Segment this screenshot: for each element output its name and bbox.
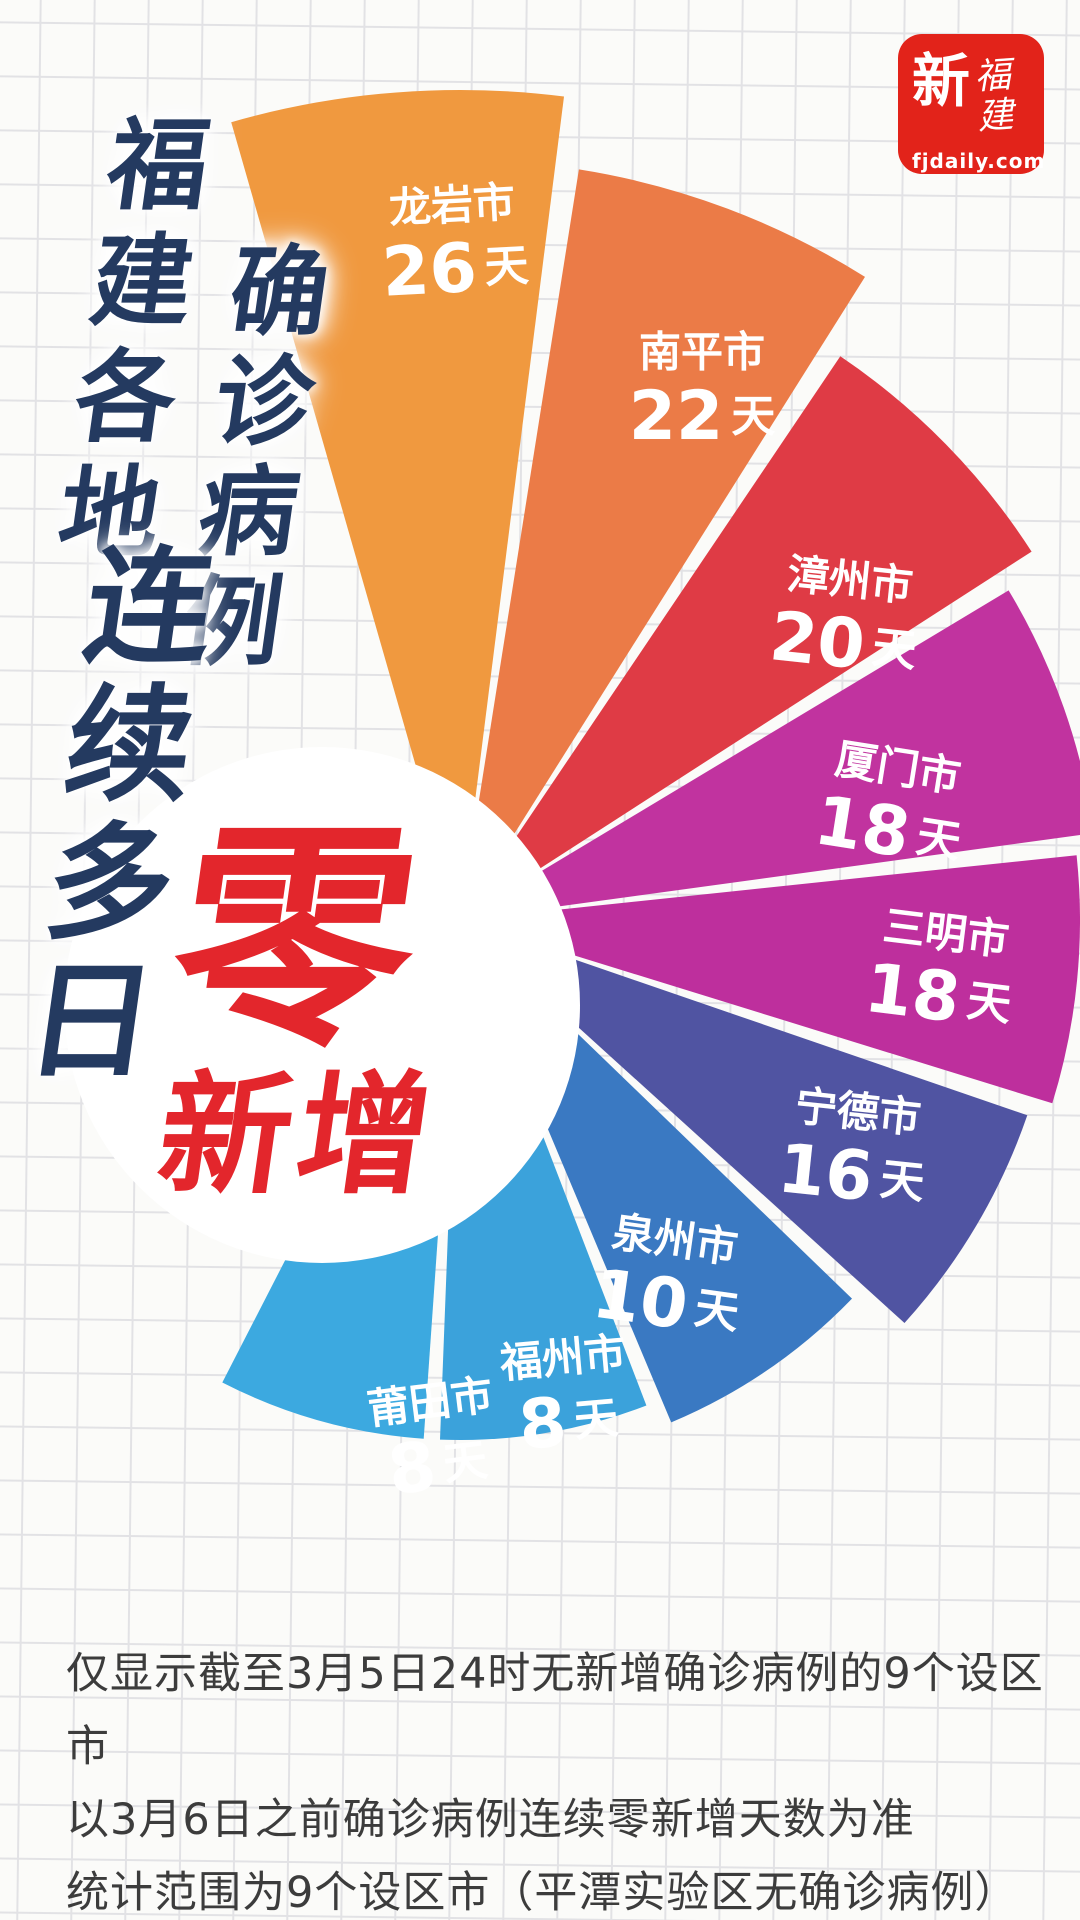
fan-wedge-漳州市: [460, 356, 1032, 920]
footnote-line-2: 以3月6日之前确诊病例连续零新增天数为准: [66, 1795, 915, 1845]
wedge-days-value: 16天: [774, 1129, 928, 1223]
fan-wedge-厦门市: [460, 590, 1080, 920]
footnote-line-3: 统计范围为9个设区市（平潭实验区无确诊病例）: [66, 1868, 1019, 1918]
wedge-days-value: 26 天: [380, 226, 531, 313]
wedge-days-value: 8天: [384, 1420, 492, 1511]
logo-domain-text: fjdaily.com: [912, 149, 1046, 174]
fan-center-disk: [64, 747, 580, 1263]
logo-brand-char: 新: [912, 47, 971, 115]
wedge-days-value: 10天: [588, 1254, 744, 1353]
footnote-line-1: 仅显示截至3月5日24时无新增确诊病例的9个设区市: [66, 1649, 1044, 1772]
wedge-city-name: 龙岩市: [388, 177, 516, 233]
wedge-days-value: 18天: [809, 781, 966, 882]
fjdaily-logo: 新 福建 fjdaily.com: [898, 34, 1044, 174]
title-new-additions: 新增: [149, 1059, 447, 1213]
wedge-city-name: 福州市: [497, 1328, 628, 1388]
fan-wedge-南平市: [460, 169, 865, 920]
fan-wedge-三明市: [460, 855, 1080, 1104]
logo-brand-row: 新 福建: [912, 47, 1034, 138]
wedge-days-value: 22 天: [629, 377, 776, 456]
fan-wedge-龙岩市: [231, 89, 564, 920]
logo-brand-script: 福建: [973, 54, 1015, 138]
wedge-days-value: 18天: [861, 948, 1016, 1044]
fan-wedge-宁德市: [460, 920, 1028, 1323]
footnotes: 仅显示截至3月5日24时无新增确诊病例的9个设区市 以3月6日之前确诊病例连续零…: [66, 1638, 1080, 1920]
wedge-days-value: 20天: [766, 597, 920, 691]
title-zero: 零: [156, 802, 434, 1079]
wedge-days-value: 8天: [516, 1378, 622, 1465]
wedge-city-name: 南平市: [639, 328, 765, 377]
